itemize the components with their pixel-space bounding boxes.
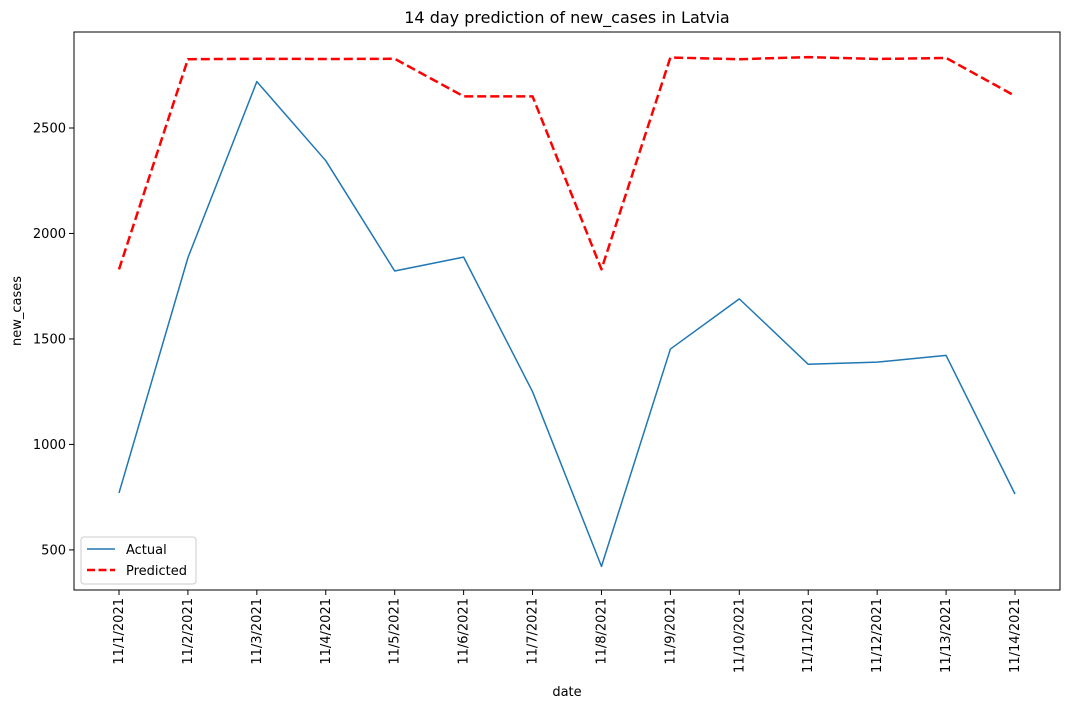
chart-title: 14 day prediction of new_cases in Latvia [404,8,729,28]
y-axis-label: new_cases [10,276,25,346]
x-tick-label: 11/3/2021 [250,598,265,665]
x-tick-label: 11/12/2021 [870,598,885,673]
x-axis-label: date [552,685,581,700]
x-tick-label: 11/10/2021 [732,598,747,673]
x-tick-label: 11/14/2021 [1008,598,1023,673]
x-tick-label: 11/13/2021 [939,598,954,673]
x-tick-label: 11/9/2021 [663,598,678,665]
x-tick-label: 11/2/2021 [181,598,196,665]
x-tick-label: 11/11/2021 [801,598,816,673]
y-axis: 500 1000 1500 2000 2500 [33,121,74,558]
x-axis: 11/1/2021 11/2/2021 11/3/2021 11/4/2021 11/5… [112,590,1023,673]
legend-label-actual: Actual [126,543,167,558]
x-tick-label: 11/6/2021 [457,598,472,665]
legend-label-predicted: Predicted [126,564,187,579]
legend: Actual Predicted [80,536,197,585]
y-tick-label: 2500 [33,121,66,136]
plot-area-frame [73,31,1061,591]
y-tick-label: 2000 [33,227,66,242]
y-tick-label: 1500 [33,332,66,347]
x-tick-label: 11/1/2021 [112,598,127,665]
y-tick-label: 500 [41,543,66,558]
series-line-actual [118,80,1016,568]
x-tick-label: 11/5/2021 [388,598,403,665]
x-tick-label: 11/8/2021 [594,598,609,665]
series-line-predicted [117,55,1016,271]
y-tick-label: 1000 [33,438,66,453]
x-tick-label: 11/4/2021 [319,598,334,665]
x-tick-label: 11/7/2021 [526,598,541,665]
series-layer [117,55,1016,568]
